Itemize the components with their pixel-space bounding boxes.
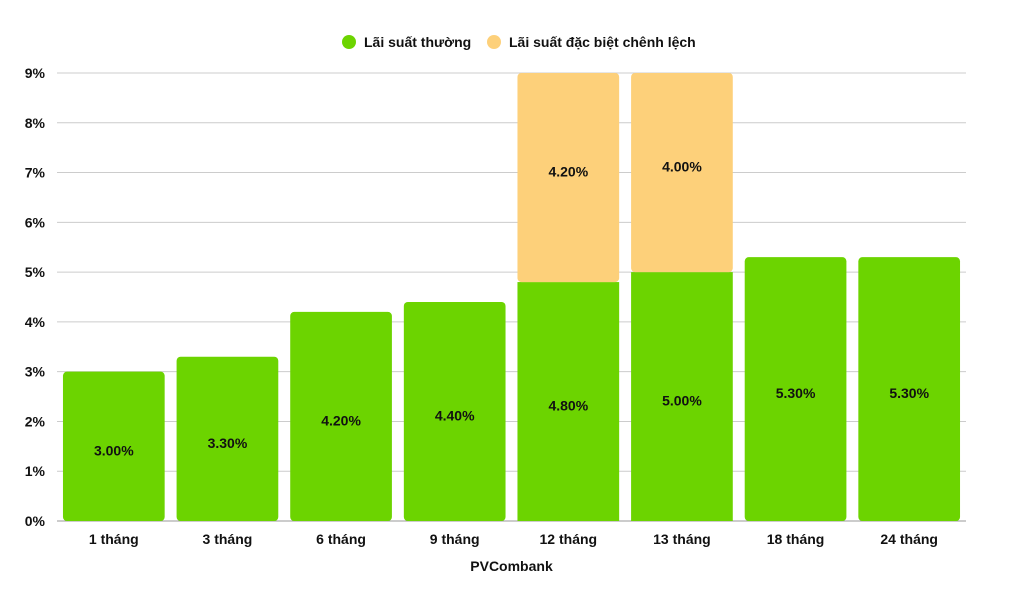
data-label: 4.00% [662,159,702,175]
data-label: 3.30% [208,435,248,451]
y-tick-label: 4% [25,314,46,330]
y-tick-label: 9% [25,65,46,81]
x-tick-label: 3 tháng [203,531,253,547]
data-label: 4.20% [548,164,588,180]
bar-segment [744,257,847,521]
bar-segment [62,371,165,521]
bar-segment [631,272,733,521]
x-tick-label: 13 tháng [653,531,711,547]
bar-segment [403,301,506,521]
bar-segment [858,257,961,521]
legend-label: Lãi suất thường [364,34,471,50]
bar-segment [517,282,620,521]
bar-segment [631,73,733,273]
legend: Lãi suất thường Lãi suất đặc biệt chênh l… [342,34,696,50]
y-tick-label: 3% [25,364,46,380]
data-label: 5.00% [662,393,702,409]
x-tick-label: 9 tháng [430,531,480,547]
x-tick-label: 24 tháng [880,531,938,547]
y-axis: 0% 1% 2% 3% 4% 5% 6% 7% 8% 9% [25,65,46,529]
y-tick-label: 1% [25,463,46,479]
data-label: 4.20% [321,412,361,428]
y-tick-label: 2% [25,413,46,429]
x-tick-label: 12 tháng [540,531,598,547]
y-tick-label: 6% [25,214,46,230]
y-tick-label: 5% [25,264,46,280]
y-tick-label: 8% [25,115,46,131]
bar-segment [517,73,620,283]
legend-swatch [487,35,501,49]
data-label: 4.80% [548,398,588,414]
x-tick-label: 6 tháng [316,531,366,547]
legend-swatch [342,35,356,49]
x-tick-label: 18 tháng [767,531,825,547]
bars: 3.00% 3.30% 4.20% 4.40% 4.80% 4.20% 5.00% 4.00%… [62,73,961,521]
data-label: 3.00% [94,442,134,458]
x-axis-title: PVCombank [470,558,553,574]
y-tick-label: 0% [25,513,46,529]
y-tick-label: 7% [25,165,46,181]
legend-label: Lãi suất đặc biệt chênh lệch [509,34,696,50]
data-label: 4.40% [435,407,475,423]
bar-segment [290,311,392,521]
x-axis: 1 tháng 3 tháng 6 tháng 9 tháng 12 tháng 13 t… [89,531,938,547]
data-label: 5.30% [889,385,929,401]
x-tick-label: 1 tháng [89,531,139,547]
bar-segment [176,356,279,521]
data-label: 5.30% [776,385,816,401]
